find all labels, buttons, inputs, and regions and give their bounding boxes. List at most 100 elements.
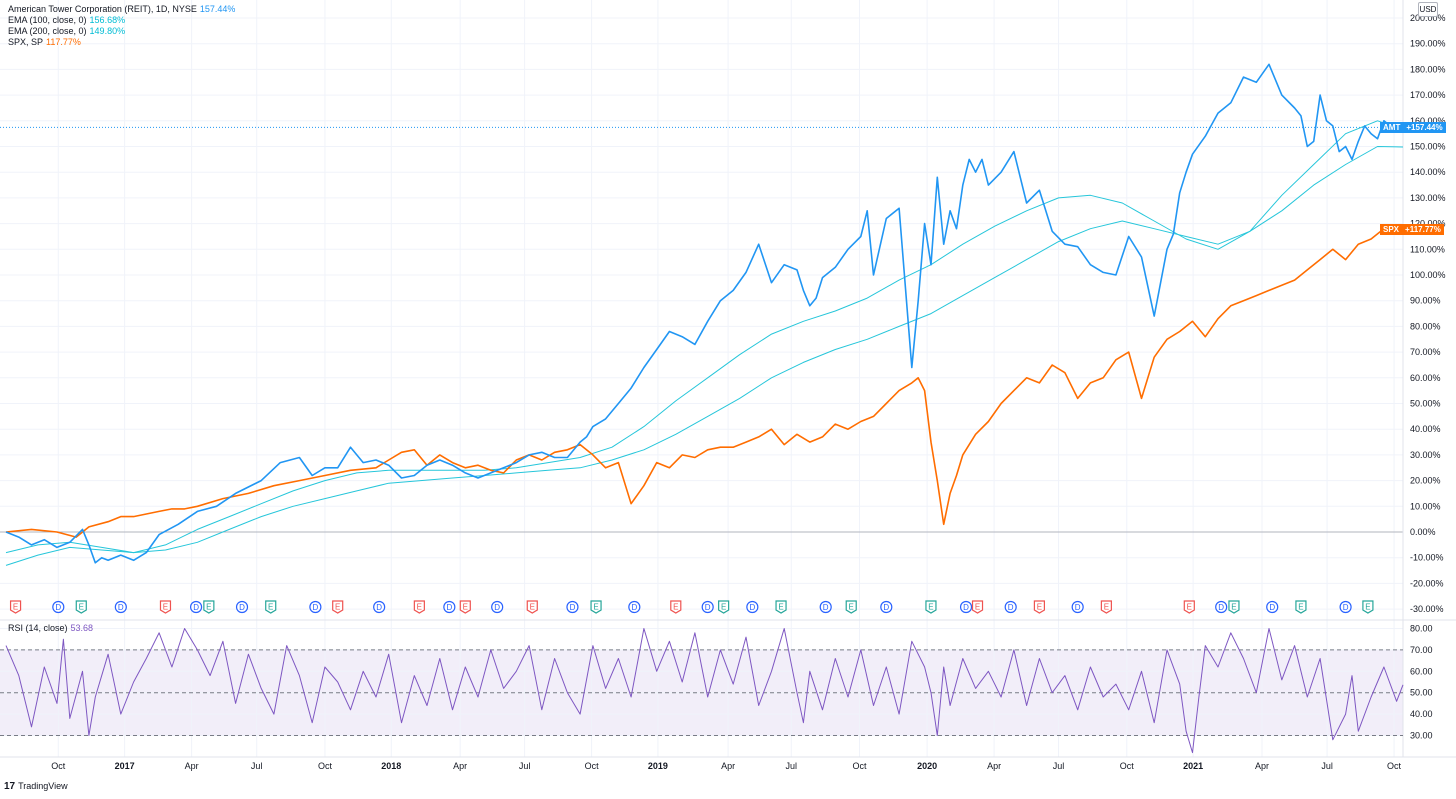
dividend-marker[interactable]: D (373, 600, 386, 614)
earnings-marker[interactable]: E (159, 600, 172, 614)
y-tick-label: 150.00% (1410, 142, 1446, 152)
earnings-marker[interactable]: E (9, 600, 22, 614)
earnings-marker[interactable]: E (845, 600, 857, 614)
dividend-marker-circle (491, 600, 504, 614)
earnings-marker[interactable]: E (413, 600, 425, 614)
x-tick-label: Apr (453, 761, 467, 771)
dividend-marker[interactable]: D (114, 600, 127, 614)
legend-spx-label: SPX, SP (8, 37, 44, 47)
legend: American Tower Corporation (REIT), 1D, N… (8, 4, 235, 48)
dividend-marker[interactable]: D (309, 600, 322, 614)
earnings-marker-shape (265, 600, 277, 614)
earnings-marker[interactable]: E (526, 600, 538, 614)
earnings-marker[interactable]: E (590, 600, 602, 614)
earnings-marker-label: E (673, 603, 678, 612)
earnings-marker[interactable]: E (1100, 600, 1112, 614)
x-tick-label: Jul (251, 761, 263, 771)
dividend-marker[interactable]: D (1004, 600, 1017, 614)
earnings-marker[interactable]: E (718, 600, 730, 614)
dividend-marker[interactable]: D (701, 600, 714, 614)
dividend-marker[interactable]: D (819, 600, 832, 614)
dividend-marker-label: D (118, 603, 124, 612)
earnings-marker[interactable]: E (1362, 600, 1374, 614)
y-tick-label: 160.00% (1410, 116, 1446, 126)
spx-badge-value: +117.77% (1402, 223, 1444, 235)
earnings-marker-label: E (206, 603, 211, 612)
earnings-marker[interactable]: E (1295, 600, 1307, 614)
y-tick-label: 190.00% (1410, 39, 1446, 49)
amt-badge-ticker: AMT (1380, 121, 1404, 133)
earnings-marker-shape (775, 600, 787, 614)
x-tick-label: Jul (785, 761, 797, 771)
earnings-marker-shape (718, 600, 730, 614)
y-tick-label: 70.00% (1410, 347, 1441, 357)
earnings-marker[interactable]: E (203, 600, 215, 614)
dividend-marker[interactable]: D (880, 600, 893, 614)
dividend-marker-label: D (55, 603, 61, 612)
legend-ema100-value: 156.68% (89, 15, 126, 25)
dividend-marker-label: D (376, 603, 382, 612)
dividend-marker-circle (628, 600, 641, 614)
dividend-marker[interactable]: D (1339, 600, 1352, 614)
y-tick-label: 100.00% (1410, 270, 1446, 280)
earnings-marker-label: E (463, 603, 468, 612)
legend-ema200[interactable]: EMA (200, close, 0) 149.80% (8, 26, 235, 37)
dividend-marker[interactable]: D (566, 600, 579, 614)
earnings-marker[interactable]: E (459, 600, 471, 614)
dividend-marker-circle (1215, 600, 1228, 614)
dividend-marker[interactable]: D (1071, 600, 1084, 614)
earnings-marker-shape (590, 600, 602, 614)
x-tick-label: Oct (1120, 761, 1135, 771)
dividend-marker[interactable]: D (628, 600, 641, 614)
dividend-marker[interactable]: D (52, 600, 65, 614)
dividend-marker[interactable]: D (235, 600, 249, 614)
dividend-marker[interactable]: D (189, 600, 203, 614)
earnings-marker[interactable]: E (670, 600, 682, 614)
dividend-marker-label: D (1008, 603, 1014, 612)
legend-spx[interactable]: SPX, SP 117.77% (8, 37, 235, 48)
earnings-marker[interactable]: E (75, 600, 87, 614)
dividend-marker[interactable]: D (491, 600, 504, 614)
rsi-y-tick-label: 40.00 (1410, 709, 1433, 719)
earnings-marker[interactable]: E (265, 600, 277, 614)
y-tick-label: 10.00% (1410, 501, 1441, 511)
dividend-marker[interactable]: D (443, 600, 456, 614)
dividend-marker[interactable]: D (959, 600, 973, 614)
x-tick-label: Apr (185, 761, 199, 771)
legend-main[interactable]: American Tower Corporation (REIT), 1D, N… (8, 4, 235, 15)
rsi-y-tick-label: 70.00 (1410, 645, 1433, 655)
tradingview-logo-icon: 17 (4, 781, 16, 792)
dividend-marker-circle (235, 600, 249, 614)
tradingview-footer[interactable]: 17 TradingView (4, 781, 68, 792)
earnings-marker-label: E (1104, 603, 1109, 612)
rsi-legend-label: RSI (14, close) (8, 623, 68, 633)
y-tick-label: 180.00% (1410, 64, 1446, 74)
earnings-marker[interactable]: E (1228, 600, 1240, 614)
legend-main-title: American Tower Corporation (REIT), 1D, N… (8, 4, 197, 14)
y-tick-label: 30.00% (1410, 450, 1441, 460)
y-tick-label: -30.00% (1410, 604, 1444, 614)
dividend-marker[interactable]: D (746, 600, 759, 614)
dividend-marker-label: D (1075, 603, 1081, 612)
currency-button[interactable]: USD (1418, 2, 1438, 17)
dividend-marker[interactable]: D (1266, 600, 1279, 614)
dividend-marker-label: D (749, 603, 755, 612)
y-tick-label: -10.00% (1410, 553, 1444, 563)
y-tick-label: 200.00% (1410, 13, 1446, 23)
earnings-marker[interactable]: E (1033, 600, 1045, 614)
dividend-marker-circle (114, 600, 127, 614)
earnings-marker[interactable]: E (971, 600, 984, 614)
dividend-marker[interactable]: D (1215, 600, 1228, 614)
dividend-marker-circle (1339, 600, 1352, 614)
legend-ema200-value: 149.80% (89, 26, 126, 36)
x-tick-label: Oct (1387, 761, 1402, 771)
earnings-marker[interactable]: E (332, 600, 344, 614)
earnings-marker[interactable]: E (1183, 600, 1195, 614)
legend-ema100[interactable]: EMA (100, close, 0) 156.68% (8, 15, 235, 26)
y-tick-label: 120.00% (1410, 219, 1446, 229)
rsi-legend[interactable]: RSI (14, close) 53.68 (8, 623, 93, 633)
earnings-marker[interactable]: E (775, 600, 787, 614)
earnings-marker[interactable]: E (925, 600, 937, 614)
earnings-marker-shape (1100, 600, 1112, 614)
earnings-marker-label: E (417, 603, 422, 612)
